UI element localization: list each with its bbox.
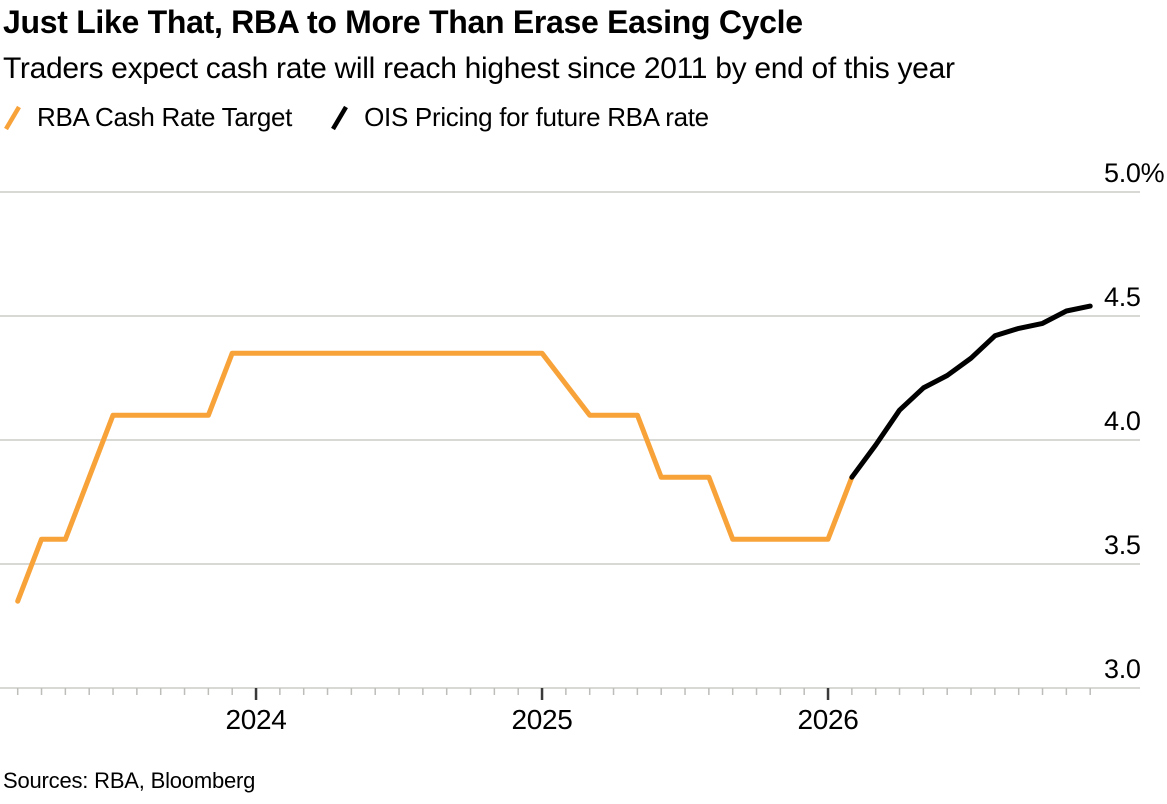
y-axis-label: 4.0 (1104, 406, 1141, 436)
x-axis-year-label: 2024 (225, 704, 286, 735)
legend-item-ois-pricing: OIS Pricing for future RBA rate (330, 102, 709, 133)
series-line-ois-pricing-for-future-rba-rate (849, 303, 1093, 480)
chart-legend: RBA Cash Rate Target OIS Pricing for fut… (3, 102, 709, 133)
x-axis-labels: 2024 2025 2026 (225, 704, 858, 735)
black-slash-icon (331, 105, 349, 130)
y-axis-label: 3.5 (1104, 530, 1141, 560)
y-axis-labels: 5.0% 4.5 4.0 3.5 3.0 (1104, 158, 1165, 684)
y-axis-label: 4.5 (1104, 282, 1141, 312)
x-axis-year-label: 2026 (797, 704, 858, 735)
x-axis-ticks (16, 688, 1091, 700)
legend-label-rba-cash-rate: RBA Cash Rate Target (37, 102, 293, 132)
gridlines (0, 191, 1140, 689)
sources: Sources: RBA, Bloomberg (3, 768, 256, 793)
series-line-rba-cash-rate-target (15, 350, 855, 604)
chart-subtitle: Traders expect cash rate will reach high… (3, 52, 955, 85)
legend-label-ois-pricing: OIS Pricing for future RBA rate (364, 102, 709, 132)
orange-slash-icon (4, 105, 21, 130)
legend-item-rba-cash-rate: RBA Cash Rate Target (3, 102, 292, 133)
x-axis-year-label: 2025 (511, 704, 572, 735)
y-axis-label: 5.0% (1104, 158, 1165, 188)
chart-title: Just Like That, RBA to More Than Erase E… (3, 4, 803, 40)
y-axis-label: 3.0 (1104, 654, 1141, 684)
series-lines (15, 303, 1093, 604)
